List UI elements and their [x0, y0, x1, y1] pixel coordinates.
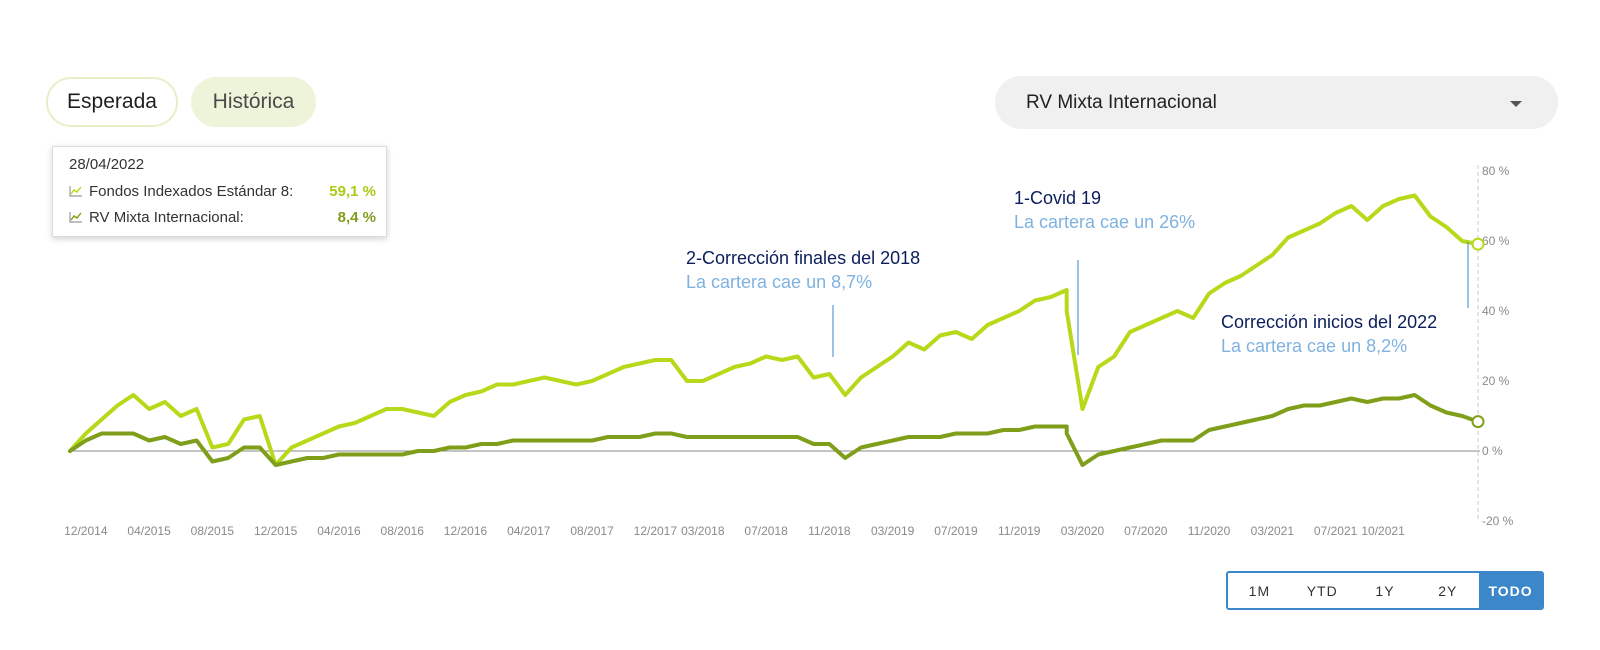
x-tick-label: 12/2014	[64, 524, 108, 538]
line-chart-icon	[69, 186, 82, 197]
x-tick-label: 07/2018	[744, 524, 788, 538]
tooltip-value: 8,4 %	[337, 208, 376, 226]
chart-tooltip: 28/04/2022 Fondos Indexados Estándar 8: …	[52, 146, 387, 237]
x-tick-label: 04/2016	[317, 524, 361, 538]
tooltip-label: RV Mixta Internacional:	[89, 208, 244, 226]
annotation-title: 1-Covid 19	[1014, 188, 1101, 208]
range-button-2y[interactable]: 2Y	[1438, 582, 1458, 599]
annotation-subtitle: La cartera cae un 26%	[1014, 212, 1195, 232]
tab-historica[interactable]: Histórica	[191, 77, 316, 127]
annotation-title: Corrección inicios del 2022	[1221, 312, 1437, 332]
range-button-ytd[interactable]: YTD	[1306, 582, 1338, 599]
series-end-marker	[1471, 237, 1485, 251]
y-tick-label: 80 %	[1482, 164, 1510, 178]
x-tick-label: 10/2021	[1361, 524, 1405, 538]
x-tick-label: 08/2016	[381, 524, 425, 538]
range-button-1m[interactable]: 1M	[1248, 582, 1271, 599]
portfolio-select-value: RV Mixta Internacional	[1026, 91, 1217, 113]
tooltip-row-rv-mixta: RV Mixta Internacional: 8,4 %	[69, 204, 376, 230]
x-tick-label: 12/2015	[254, 524, 298, 538]
annotation-subtitle: La cartera cae un 8,7%	[686, 272, 872, 292]
y-tick-label: -20 %	[1482, 514, 1514, 528]
x-tick-label: 07/2019	[934, 524, 978, 538]
line-chart-icon	[69, 212, 82, 223]
x-tick-label: 03/2020	[1061, 524, 1105, 538]
annotation-title: 2-Corrección finales del 2018	[686, 248, 920, 268]
x-tick-label: 11/2018	[808, 524, 851, 538]
x-tick-label: 03/2019	[871, 524, 915, 538]
y-tick-label: 20 %	[1482, 374, 1510, 388]
x-tick-label: 04/2015	[127, 524, 171, 538]
x-tick-label: 03/2021	[1251, 524, 1295, 538]
x-tick-label: 08/2017	[570, 524, 614, 538]
x-tick-label: 08/2015	[191, 524, 235, 538]
x-tick-label: 07/2020	[1124, 524, 1168, 538]
x-tick-label: 11/2020	[1188, 524, 1231, 538]
x-tick-label: 12/2017	[634, 524, 678, 538]
y-tick-label: 40 %	[1482, 304, 1510, 318]
portfolio-select[interactable]: RV Mixta Internacional	[995, 76, 1558, 129]
x-tick-label: 11/2019	[998, 524, 1041, 538]
x-tick-label: 03/2018	[681, 524, 725, 538]
x-tick-label: 12/2016	[444, 524, 488, 538]
series-line-fondos	[68, 193, 1480, 467]
range-button-1y[interactable]: 1Y	[1375, 582, 1395, 599]
tooltip-label: Fondos Indexados Estándar 8:	[89, 182, 294, 200]
x-tick-label: 04/2017	[507, 524, 551, 538]
x-tick-label: 07/2021	[1314, 524, 1358, 538]
series-line-rv-mixta	[68, 393, 1480, 467]
annotation-subtitle: La cartera cae un 8,2%	[1221, 336, 1407, 356]
series-end-marker	[1471, 415, 1485, 429]
range-selector: 1M YTD 1Y 2Y TODO	[1226, 571, 1544, 610]
performance-chart[interactable]: 80 % 60 % 40 % 20 % 0 % -20 % 12/2014 04/2015 08…	[0, 150, 1600, 550]
tooltip-date: 28/04/2022	[69, 156, 145, 173]
tooltip-value: 59,1 %	[329, 182, 376, 200]
chevron-down-icon[interactable]	[1510, 101, 1522, 107]
y-tick-label: 60 %	[1482, 234, 1510, 248]
y-tick-label: 0 %	[1482, 444, 1503, 458]
tooltip-row-fondos: Fondos Indexados Estándar 8: 59,1 %	[69, 178, 376, 204]
range-button-todo[interactable]: TODO	[1479, 573, 1542, 608]
tab-esperada[interactable]: Esperada	[46, 77, 178, 127]
